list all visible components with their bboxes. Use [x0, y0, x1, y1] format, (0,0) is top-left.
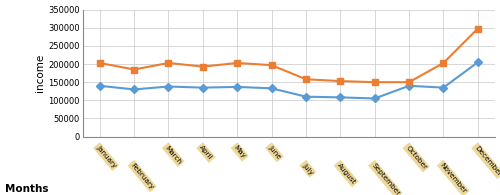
- Text: March: March: [164, 144, 182, 165]
- Text: January: January: [95, 144, 117, 169]
- Text: August: August: [336, 162, 356, 185]
- Text: December: December: [473, 144, 500, 177]
- Text: June: June: [267, 144, 281, 160]
- Text: April: April: [198, 144, 214, 161]
- Text: October: October: [404, 144, 427, 170]
- Text: May: May: [232, 144, 246, 160]
- Text: November: November: [439, 162, 468, 195]
- Text: February: February: [130, 162, 154, 190]
- Text: September: September: [370, 162, 400, 195]
- Text: Months: Months: [5, 184, 49, 194]
- Text: July: July: [302, 162, 314, 176]
- Y-axis label: income: income: [36, 54, 46, 92]
